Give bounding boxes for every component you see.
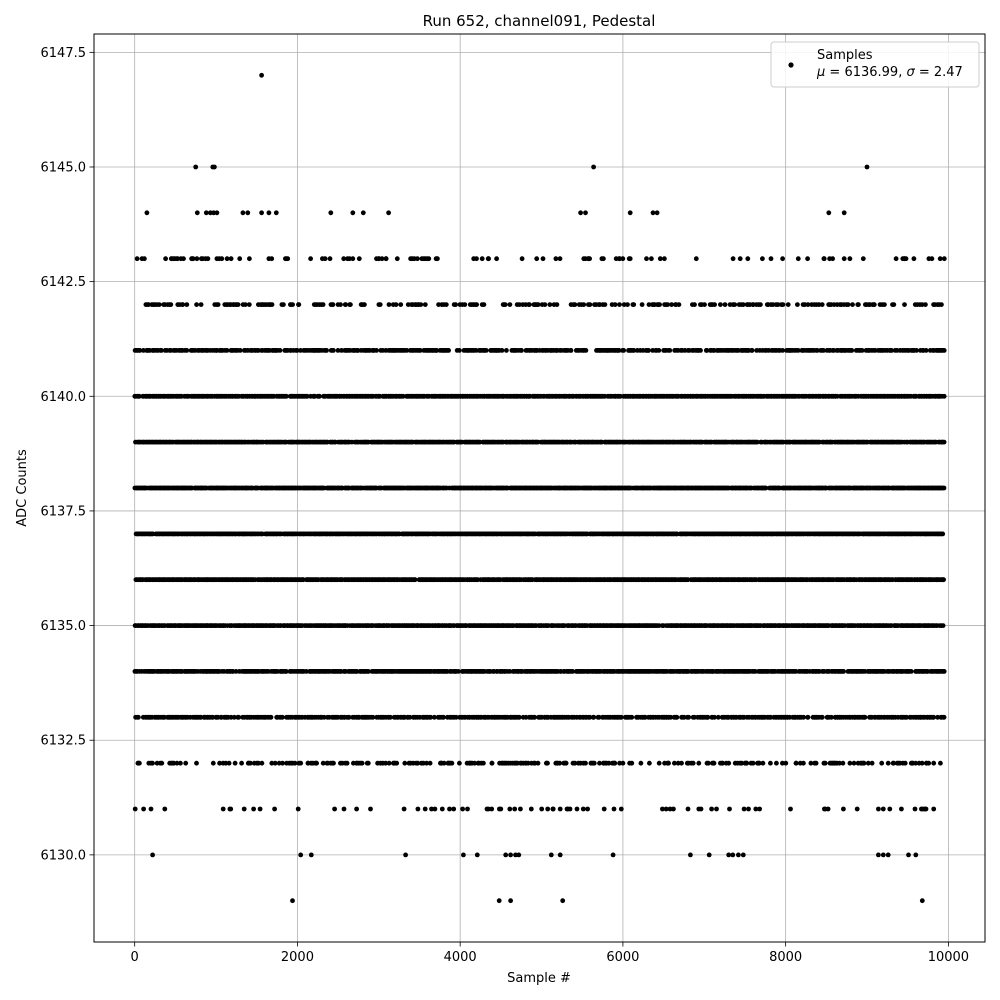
sample-point bbox=[941, 485, 947, 491]
sample-point bbox=[136, 714, 141, 720]
sample-point bbox=[754, 439, 760, 445]
chart-title: Run 652, channel091, Pedestal bbox=[423, 12, 656, 30]
sample-point bbox=[686, 714, 692, 720]
sample-point bbox=[940, 623, 946, 628]
sample-point bbox=[674, 714, 680, 720]
sample-point bbox=[908, 669, 914, 674]
sample-point bbox=[629, 714, 635, 720]
sample-point bbox=[940, 531, 946, 537]
sample-point bbox=[941, 577, 946, 583]
sample-point bbox=[136, 393, 142, 399]
sample-point bbox=[284, 393, 289, 399]
sample-point bbox=[763, 485, 769, 491]
sample-point bbox=[591, 714, 597, 720]
sample-point bbox=[941, 393, 947, 399]
sample-point bbox=[268, 714, 274, 720]
sample-point bbox=[304, 393, 310, 399]
sample-point bbox=[841, 669, 846, 674]
sample-point bbox=[941, 439, 947, 445]
sample-point bbox=[941, 669, 947, 674]
sample-point bbox=[280, 714, 285, 720]
sample-point bbox=[317, 393, 322, 399]
sample-point bbox=[400, 393, 406, 399]
sample-point bbox=[618, 714, 624, 720]
data-points bbox=[132, 72, 947, 904]
